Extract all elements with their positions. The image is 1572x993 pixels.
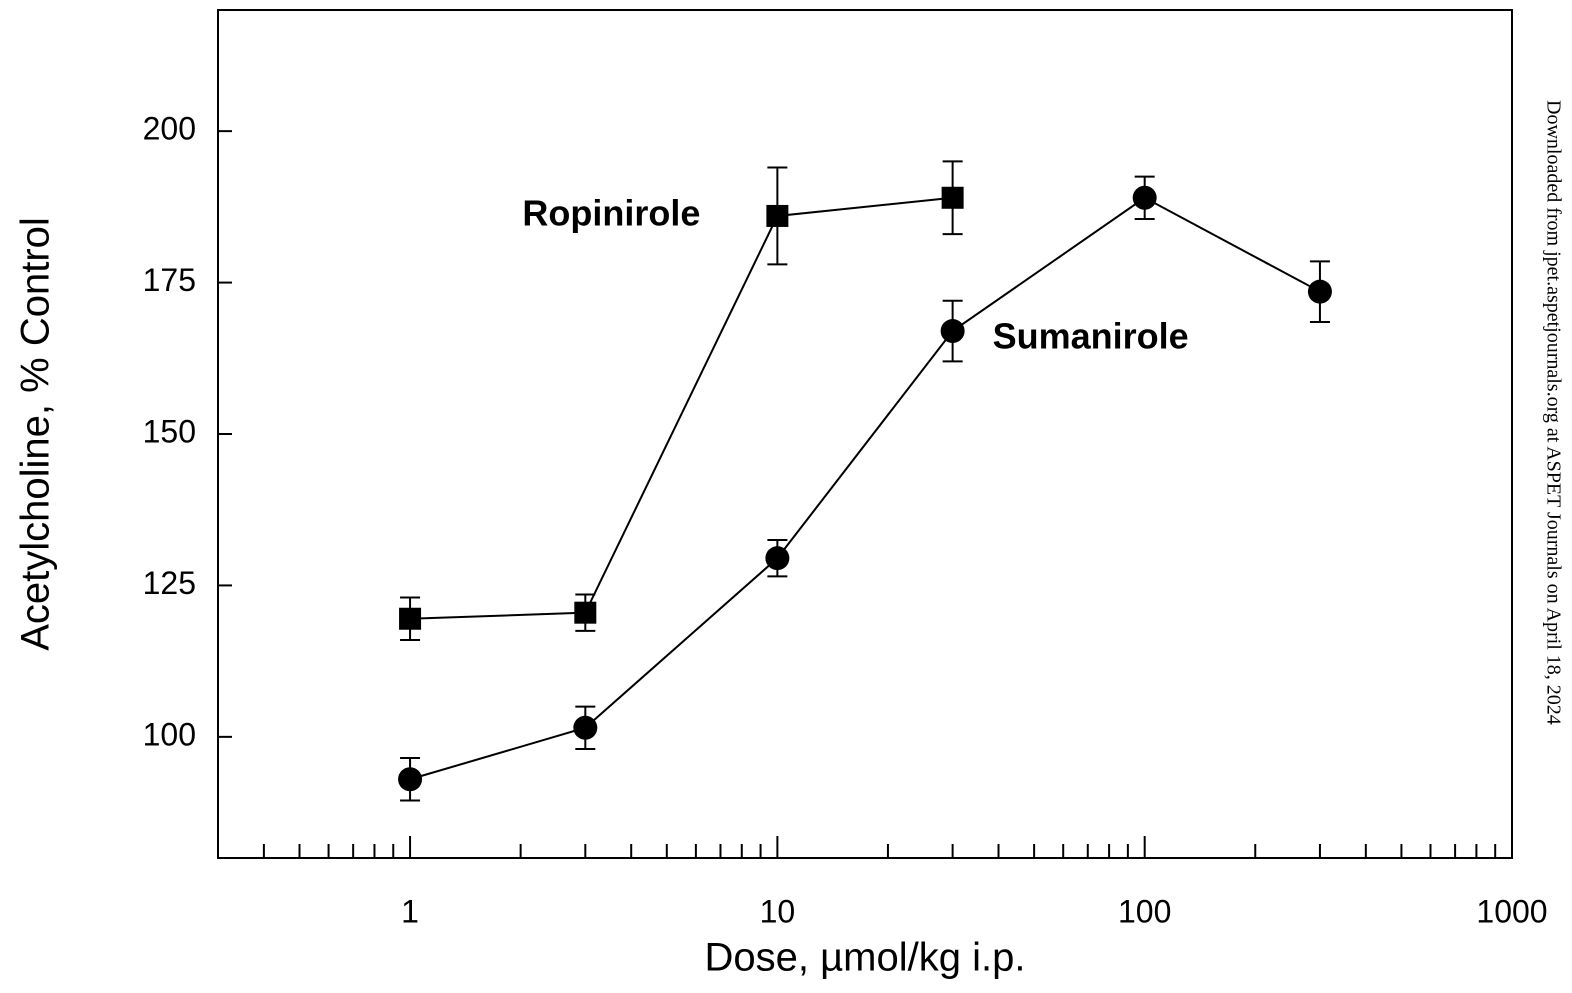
marker <box>573 715 598 740</box>
y-tick-label: 100 <box>143 716 196 752</box>
plot-frame <box>217 9 1513 859</box>
x-tick-label: 1000 <box>1476 893 1547 929</box>
series-line <box>410 196 953 620</box>
marker <box>398 767 423 792</box>
marker <box>399 607 422 630</box>
marker <box>1132 185 1157 210</box>
marker <box>940 319 965 344</box>
watermark: Downloaded from jpet.aspetjournals.org a… <box>1542 100 1564 725</box>
marker <box>574 601 597 624</box>
y-tick-label: 125 <box>143 565 196 601</box>
x-tick-label: 10 <box>760 893 796 929</box>
marker <box>765 546 790 571</box>
series-label: Ropinirole <box>522 192 700 233</box>
marker <box>766 204 789 227</box>
x-axis-label: Dose, µmol/kg i.p. <box>705 936 1026 980</box>
series-label: Sumanirole <box>993 316 1189 357</box>
marker <box>1307 279 1332 304</box>
y-axis-label: Acetylcholine, % Control <box>14 217 58 651</box>
y-tick-label: 150 <box>143 413 196 449</box>
y-tick-label: 175 <box>143 262 196 298</box>
y-tick-label: 200 <box>143 111 196 147</box>
x-tick-label: 100 <box>1118 893 1171 929</box>
marker <box>941 186 964 209</box>
series-line <box>409 196 1321 781</box>
x-tick-label: 1 <box>401 893 419 929</box>
